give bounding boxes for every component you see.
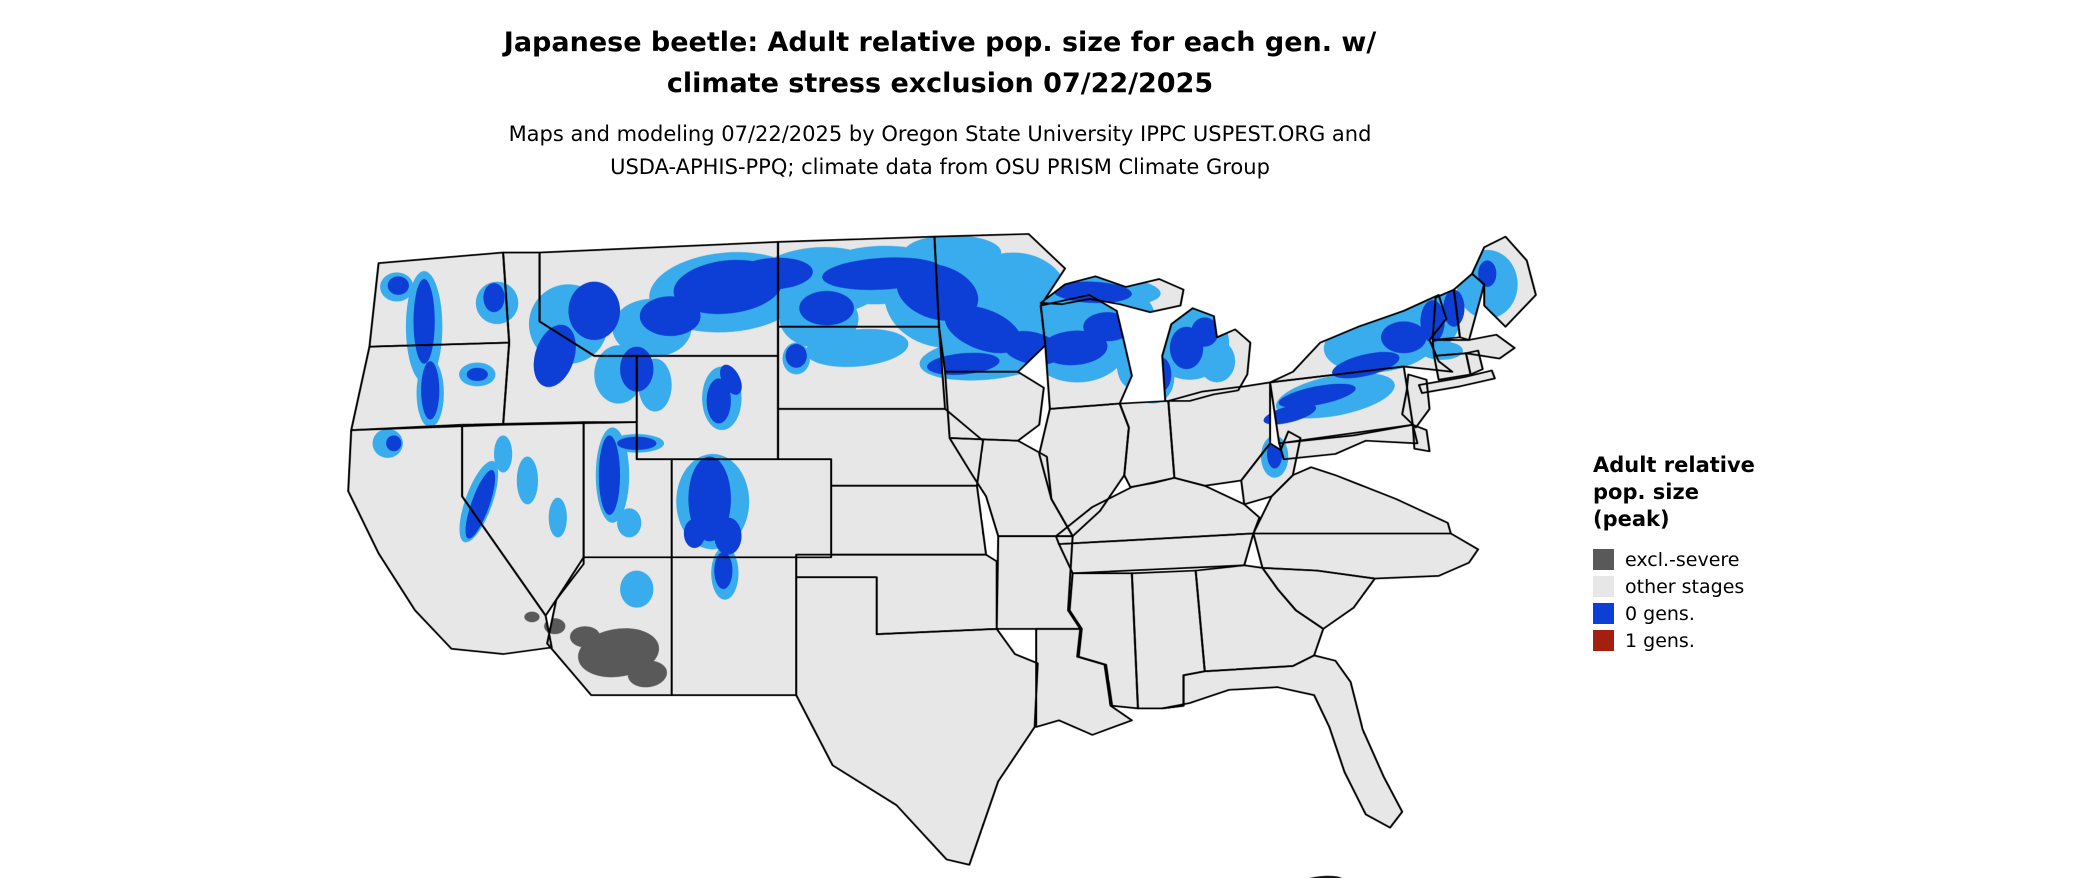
figure-title: Japanese beetle: Adult relative pop. siz… [0, 22, 1880, 104]
legend-swatch-other-stages [1593, 576, 1614, 597]
legend-items: excl.-severe other stages 0 gens. 1 gens… [1593, 546, 1755, 654]
legend-title-line-3: (peak) [1593, 507, 1670, 531]
state-borders-layer [347, 233, 1537, 866]
figure-subtitle: Maps and modeling 07/22/2025 by Oregon S… [0, 118, 1880, 184]
title-line-2: climate stress exclusion 07/22/2025 [666, 68, 1214, 99]
legend-label-excl-severe: excl.-severe [1625, 548, 1740, 571]
legend-item-other-stages: other stages [1593, 573, 1755, 600]
legend-swatch-excl-severe [1593, 549, 1614, 570]
us-map [347, 233, 1537, 878]
legend-title-line-2: pop. size [1593, 480, 1699, 504]
island-fragments-layer [1290, 875, 1345, 878]
legend-title-line-1: Adult relative [1593, 453, 1755, 477]
legend-title: Adult relative pop. size (peak) [1593, 452, 1755, 533]
figure-header: Japanese beetle: Adult relative pop. siz… [0, 22, 1880, 184]
legend-label-other-stages: other stages [1625, 575, 1745, 598]
subtitle-line-1: Maps and modeling 07/22/2025 by Oregon S… [508, 122, 1372, 146]
title-line-1: Japanese beetle: Adult relative pop. siz… [503, 27, 1377, 58]
legend-item-excl-severe: excl.-severe [1593, 546, 1755, 573]
subtitle-line-2: USDA-APHIS-PPQ; climate data from OSU PR… [610, 155, 1270, 179]
legend-item-1-gens: 1 gens. [1593, 627, 1755, 654]
legend-swatch-0-gens [1593, 603, 1614, 624]
map-legend: Adult relative pop. size (peak) excl.-se… [1593, 452, 1755, 654]
legend-label-1-gens: 1 gens. [1625, 629, 1695, 652]
legend-label-0-gens: 0 gens. [1625, 602, 1695, 625]
legend-item-0-gens: 0 gens. [1593, 600, 1755, 627]
legend-swatch-1-gens [1593, 630, 1614, 651]
